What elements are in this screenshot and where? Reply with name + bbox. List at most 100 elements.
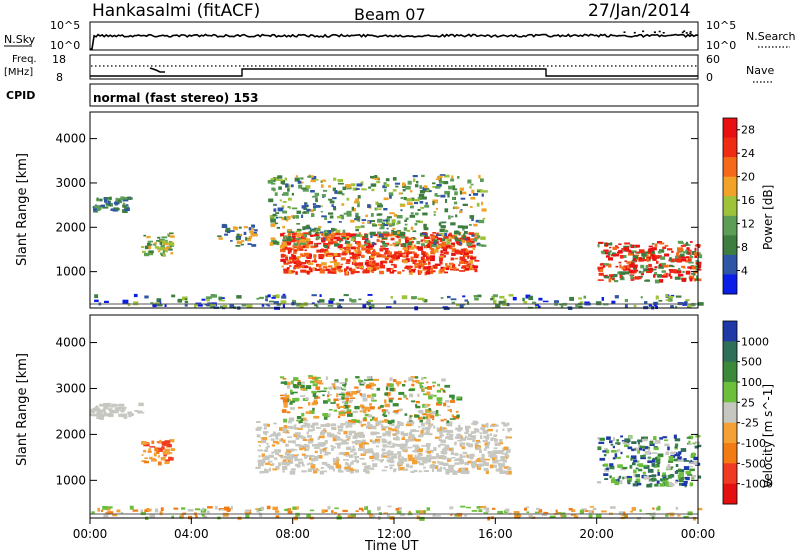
power-cell-5-0: [248, 236, 253, 239]
power-cell-1-286: [306, 224, 310, 227]
power-cell-1-381: [296, 223, 301, 225]
power-cell-1-80: [377, 223, 382, 226]
velocity-cell-2-235: [630, 455, 637, 459]
velocity-cell-2-2: [649, 483, 653, 485]
velocity-cell-2-47: [634, 481, 640, 483]
power-cell-5-34: [227, 230, 231, 234]
power-cell-2-189: [678, 267, 681, 271]
power-cell-0-525: [368, 242, 371, 245]
power-cell-0-418: [371, 252, 377, 256]
power-cell-1-453: [310, 209, 314, 213]
power-cell-0-694: [462, 265, 467, 268]
power-cell-1-215: [320, 231, 326, 234]
velocity-cell-1-280: [363, 417, 367, 420]
power-cell-5-28: [230, 240, 233, 242]
velocity-cell-0-783: [300, 437, 306, 439]
power-cell-2-36: [624, 242, 630, 245]
velocity-cell-2-250: [668, 483, 674, 487]
velocity-cb-label-7: -1000: [741, 478, 773, 491]
velocity-cell-0-372: [292, 440, 296, 444]
power-cell-0-638: [472, 265, 479, 269]
velocity-cell-2-137: [598, 441, 605, 444]
power-cell-0-196: [407, 251, 412, 254]
velocity-cell-0-537: [311, 468, 316, 471]
power-cell-6-213: [528, 296, 534, 301]
power-cell-2-57: [608, 274, 615, 277]
power-cell-1-268: [312, 203, 317, 206]
velocity-cell-5-73: [436, 515, 441, 517]
velocity-cell-0-267: [497, 451, 503, 454]
velocity-cell-0-670: [303, 443, 307, 447]
velocity-cell-0-257: [433, 447, 437, 451]
velocity-cell-2-256: [630, 458, 633, 461]
power-cell-6-121: [401, 295, 408, 300]
velocity-cell-0-324: [500, 468, 503, 472]
power-cell-0-296: [349, 256, 356, 259]
power-cb-label-4: 20: [741, 171, 755, 184]
velocity-cell-0-502: [291, 448, 295, 452]
power-cell-4-40: [154, 241, 157, 245]
velocity-cell-2-167: [674, 446, 678, 448]
power-cell-0-564: [395, 258, 399, 261]
power-cell-0-553: [283, 270, 289, 274]
power-cell-2-70: [643, 251, 649, 254]
power-cell-6-156: [498, 300, 504, 305]
power-cell-0-636: [390, 259, 395, 261]
power-cell-0-458: [297, 245, 303, 248]
power-cell-0-35: [300, 246, 303, 250]
velocity-cell-1-185: [304, 419, 309, 422]
velocity-colorbar-label: Velocity [m s^-1]: [761, 384, 775, 488]
velocity-cell-0-648: [301, 453, 306, 456]
power-cell-3-44: [104, 198, 110, 202]
velocity-cell-0-49: [474, 462, 477, 465]
velocity-cell-2-206: [678, 451, 682, 454]
velocity-cell-0-452: [468, 433, 473, 438]
velocity-cell-5-10: [203, 515, 207, 519]
velocity-cell-1-333: [436, 397, 443, 401]
velocity-cell-2-255: [611, 450, 617, 453]
velocity-cell-0-616: [255, 428, 259, 431]
power-cell-1-200: [328, 230, 331, 234]
velocity-cell-5-155: [395, 508, 400, 511]
velocity-cell-0-593: [267, 460, 273, 463]
power-cell-2-265: [604, 251, 608, 255]
velocity-cell-3-27: [90, 408, 94, 412]
power-cell-0-116: [402, 269, 405, 272]
velocity-cell-1-310: [322, 413, 328, 417]
power-cell-1-230: [460, 197, 466, 200]
power-cell-0-534: [374, 252, 380, 256]
power-cell-0-421: [292, 245, 298, 248]
power-cell-3-3: [100, 204, 106, 208]
power-cell-2-48: [648, 263, 652, 268]
power-cell-0-611: [418, 265, 422, 269]
velocity-cell-0-383: [304, 448, 307, 452]
velocity-cell-2-239: [673, 434, 677, 439]
velocity-cell-0-485: [327, 433, 333, 437]
velocity-cell-0-607: [493, 434, 498, 437]
velocity-cell-2-173: [626, 455, 630, 458]
velocity-cell-0-333: [457, 440, 462, 442]
velocity-cell-0-630: [309, 438, 314, 441]
velocity-cell-0-709: [293, 455, 298, 459]
velocity-cell-5-218: [112, 514, 118, 517]
velocity-cell-2-90: [675, 479, 679, 482]
velocity-cell-0-249: [459, 453, 463, 457]
power-cell-2-62: [648, 245, 653, 248]
velocity-cell-0-195: [471, 435, 477, 439]
power-cell-2-223: [604, 275, 610, 279]
power-cell-0-617: [379, 248, 384, 252]
power-cell-1-102: [436, 195, 440, 197]
power-cell-1-301: [272, 241, 279, 245]
power-cell-6-52: [369, 305, 372, 310]
power-cell-0-322: [310, 245, 317, 249]
power-cell-0-419: [321, 239, 326, 243]
power-cell-1-486: [400, 197, 404, 199]
velocity-cell-1-204: [444, 418, 447, 421]
power-cell-4-49: [168, 248, 173, 251]
power-cell-1-479: [271, 187, 275, 191]
power-cell-0-405: [430, 270, 436, 273]
power-cell-1-233: [480, 178, 484, 182]
velocity-cell-1-343: [384, 392, 388, 396]
velocity-cell-1-274: [426, 391, 431, 396]
freq-tick-top: 18: [52, 53, 66, 66]
